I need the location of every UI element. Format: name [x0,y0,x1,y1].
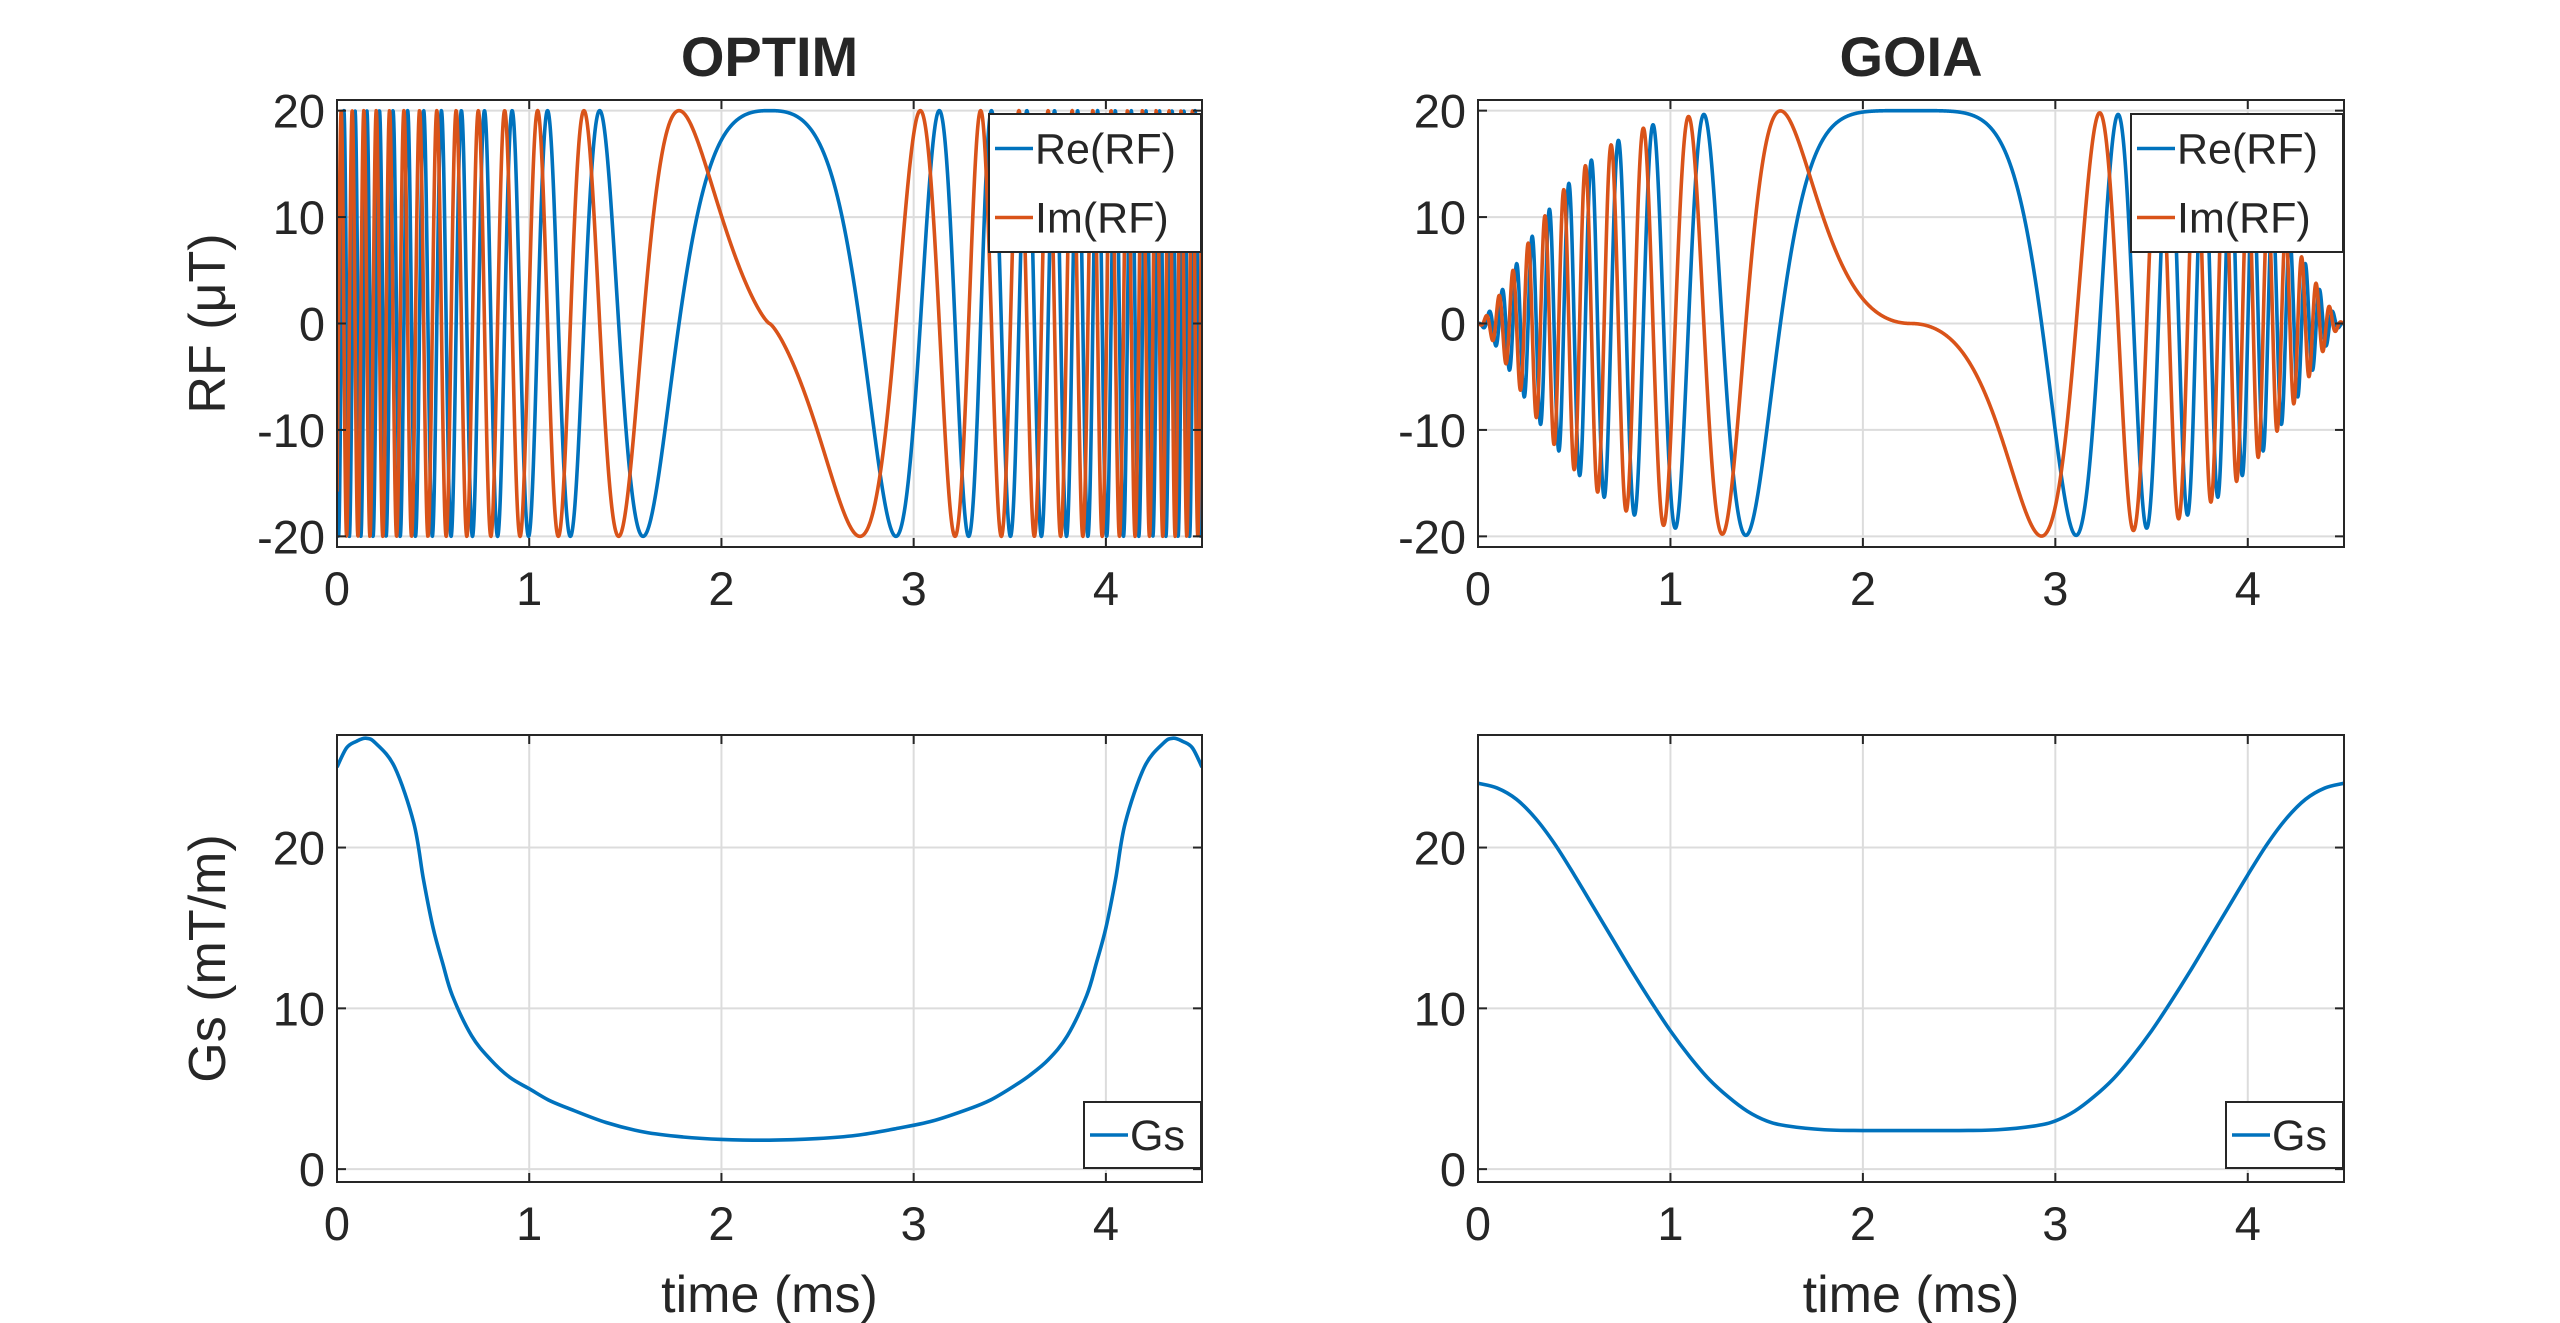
optim-gs-axes: 0 1 2 3 4 0 10 20 time (ms) Gs (mT/m) Gs [179,734,1203,1323]
x-tick-label: 0 [324,562,350,615]
legend-box [2130,113,2344,253]
x-tick-label: 4 [1093,562,1119,615]
y-tick-label: 10 [1414,982,1466,1035]
legend-label: Im(RF) [2177,195,2311,243]
x-tick-label: 3 [2042,1197,2068,1250]
optim-rf-axes: 0 1 2 3 4 -20 -10 0 10 20 OPTIM RF (μT) Re(RF) Im(RF) [179,25,1203,615]
y-axis-label: RF (μT) [179,233,237,413]
axes-box [1477,734,2345,1183]
x-tick-label: 3 [901,1197,927,1250]
x-tick-label: 1 [1657,1197,1683,1250]
legend-label: Gs [1130,1112,1185,1160]
x-tick-label: 3 [901,562,927,615]
legend-label: Im(RF) [1035,195,1169,243]
chart-title: GOIA [1839,25,1982,88]
y-tick-label: 20 [273,85,325,138]
x-tick-label: 4 [2235,562,2261,615]
goia-gs-axes: 0 1 2 3 4 0 10 20 time (ms) Gs [1414,734,2345,1323]
y-tick-label: 0 [299,298,325,351]
optim-gs-series-gs [337,736,1202,1143]
x-tick-label: 2 [1850,1197,1876,1250]
legend-box [988,113,1202,253]
y-tick-label: 10 [1414,191,1466,244]
optim-rf-series-im-rf [337,108,1202,539]
y-tick-label: -20 [1398,510,1466,563]
legend: Re(RF) Im(RF) [2130,113,2344,253]
goia-gs-series-gs [1478,781,2344,1133]
x-axis-label: time (ms) [661,1266,878,1323]
x-tick-label: 2 [708,1197,734,1250]
y-tick-label: 0 [1440,298,1466,351]
axes-box [336,734,1203,1183]
y-tick-label: 10 [273,982,325,1035]
legend: Gs [2225,1101,2344,1169]
goia-rf-axes: 0 1 2 3 4 -20 -10 0 10 20 GOIA Re(RF) Im(RF) [1398,25,2345,615]
y-tick-label: -20 [257,510,325,563]
x-tick-label: 0 [1465,1197,1491,1250]
y-tick-label: 20 [273,822,325,875]
x-tick-label: 2 [708,562,734,615]
legend: Gs [1083,1101,1202,1169]
y-tick-label: 20 [1414,822,1466,875]
x-axis-label: time (ms) [1803,1266,2020,1323]
x-tick-label: 1 [1657,562,1683,615]
legend: Re(RF) Im(RF) [988,113,1202,253]
x-tick-label: 0 [324,1197,350,1250]
legend-label: Gs [2272,1112,2327,1160]
x-tick-label: 1 [516,1197,542,1250]
y-tick-label: 0 [299,1143,325,1196]
y-tick-label: 10 [273,191,325,244]
y-tick-label: 20 [1414,85,1466,138]
y-axis-label: Gs (mT/m) [179,834,237,1082]
chart-title: OPTIM [681,25,858,88]
x-tick-label: 0 [1465,562,1491,615]
x-tick-label: 1 [516,562,542,615]
y-tick-label: -10 [1398,404,1466,457]
legend-label: Re(RF) [2177,126,2318,174]
x-tick-label: 4 [1093,1197,1119,1250]
x-tick-label: 4 [2235,1197,2261,1250]
legend-label: Re(RF) [1035,126,1176,174]
x-tick-label: 2 [1850,562,1876,615]
y-tick-label: -10 [257,404,325,457]
x-tick-label: 3 [2042,562,2068,615]
y-tick-label: 0 [1440,1143,1466,1196]
